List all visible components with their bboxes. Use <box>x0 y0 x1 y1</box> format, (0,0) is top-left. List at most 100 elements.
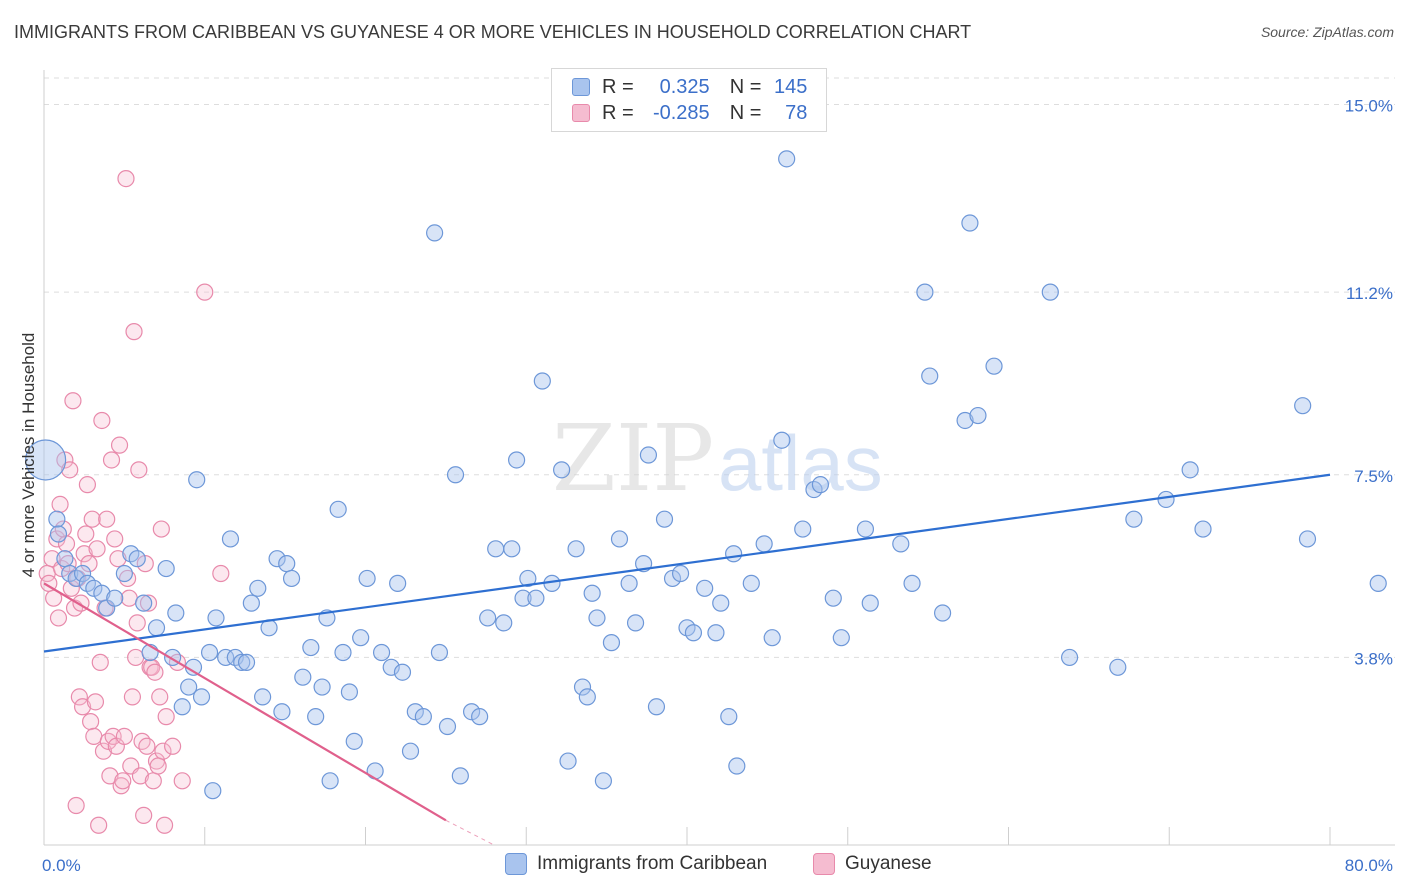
caribbean-points <box>25 150 1387 800</box>
y-tick-label: 3.8% <box>1354 649 1393 668</box>
caribbean-point <box>639 446 658 464</box>
guyanese-point <box>62 579 80 597</box>
caribbean-point <box>329 500 347 518</box>
watermark: ZIP atlas <box>552 405 883 512</box>
guyanese-point <box>164 737 182 755</box>
guyanese-point <box>51 495 69 513</box>
caribbean-point <box>1109 658 1127 676</box>
caribbean-point <box>671 564 690 583</box>
tick-labels: 3.8% 7.5% 11.2% 15.0% 0.0% 80.0% 4 or more Veh… <box>19 97 1393 875</box>
caribbean-point <box>393 663 412 681</box>
caribbean-point <box>242 594 260 612</box>
guyanese-point <box>110 436 129 454</box>
guyanese-point <box>93 411 111 430</box>
caribbean-point <box>720 708 738 726</box>
guyanese-point <box>131 767 150 785</box>
caribbean-point <box>135 594 153 612</box>
caribbean-point <box>824 589 842 607</box>
legend-n-label: N = <box>729 101 762 124</box>
caribbean-point <box>406 703 424 721</box>
guyanese-point <box>212 564 230 583</box>
caribbean-point <box>254 688 272 706</box>
caribbean-point <box>173 698 191 716</box>
caribbean-point <box>382 658 400 676</box>
legend-n-value: 78 <box>785 101 808 124</box>
caribbean-point <box>626 614 645 632</box>
guyanese-point <box>49 609 68 627</box>
guyanese-point <box>83 510 101 528</box>
guyanese-point <box>120 589 138 607</box>
guyanese-swatch <box>572 104 590 122</box>
caribbean-point <box>559 752 577 770</box>
y-tick-label: 15.0% <box>1345 97 1393 116</box>
caribbean-point <box>446 466 465 484</box>
caribbean-point <box>508 451 526 469</box>
caribbean-point <box>471 708 489 726</box>
guyanese-point <box>75 545 93 563</box>
caribbean-point <box>430 643 449 662</box>
caribbean-point <box>578 688 596 706</box>
caribbean-point <box>358 569 376 588</box>
legend-n-label: N = <box>729 75 762 98</box>
caribbean-point <box>56 550 74 568</box>
caribbean-point <box>707 624 725 642</box>
caribbean-point <box>73 564 92 583</box>
caribbean-point <box>282 569 301 588</box>
guyanese-point <box>155 816 174 834</box>
guyanese-point <box>157 708 175 726</box>
legend-n-value: 145 <box>774 75 808 98</box>
caribbean-point <box>237 653 256 671</box>
caribbean-trend-line <box>43 473 1331 653</box>
caribbean-point <box>188 471 206 489</box>
watermark-atlas: atlas <box>718 419 883 507</box>
guyanese-point <box>138 737 156 755</box>
caribbean-point <box>200 643 219 662</box>
caribbean-point <box>401 742 420 760</box>
caribbean-point <box>167 604 185 622</box>
caribbean-point <box>302 638 320 657</box>
guyanese-point <box>106 530 124 548</box>
guyanese-point <box>144 772 162 790</box>
caribbean-point <box>180 678 198 696</box>
y-tick-label: 11.2% <box>1346 284 1393 303</box>
caribbean-point <box>352 629 370 647</box>
guyanese-point <box>70 688 88 706</box>
legend-r-value: -0.285 <box>652 101 710 124</box>
caribbean-point <box>594 772 613 790</box>
guyanese-point <box>143 658 161 676</box>
caribbean-point <box>778 150 796 168</box>
guyanese-point <box>88 540 106 558</box>
caribbean-point <box>610 530 629 548</box>
guyanese-trend-extension <box>445 819 495 846</box>
caribbean-point <box>712 594 730 612</box>
axes <box>43 70 1395 846</box>
caribbean-point <box>725 545 743 563</box>
caribbean-point <box>696 579 714 597</box>
caribbean-point <box>933 604 952 622</box>
guyanese-swatch <box>813 853 835 875</box>
caribbean-point <box>684 624 703 642</box>
guyanese-point <box>109 550 127 568</box>
caribbean-point <box>1294 397 1312 415</box>
caribbean-point <box>1298 530 1317 548</box>
caribbean-point <box>921 367 939 385</box>
caribbean-point <box>207 609 225 627</box>
caribbean-point <box>106 589 124 607</box>
caribbean-point <box>426 224 444 242</box>
caribbean-point <box>573 678 592 696</box>
caribbean-point <box>583 584 601 602</box>
caribbean-point <box>321 772 339 790</box>
guyanese-point <box>135 806 153 824</box>
y-axis-label: 4 or more Vehicles in Household <box>19 333 38 578</box>
guyanese-point <box>91 653 109 671</box>
caribbean-point <box>221 530 240 548</box>
guyanese-point <box>61 461 79 479</box>
caribbean-point <box>794 520 812 538</box>
guyanese-point <box>67 796 85 815</box>
caribbean-point <box>811 476 830 494</box>
watermark-zip: ZIP <box>552 405 714 512</box>
caribbean-point <box>620 574 638 592</box>
caribbean-point <box>527 589 545 607</box>
caribbean-point <box>233 653 251 671</box>
